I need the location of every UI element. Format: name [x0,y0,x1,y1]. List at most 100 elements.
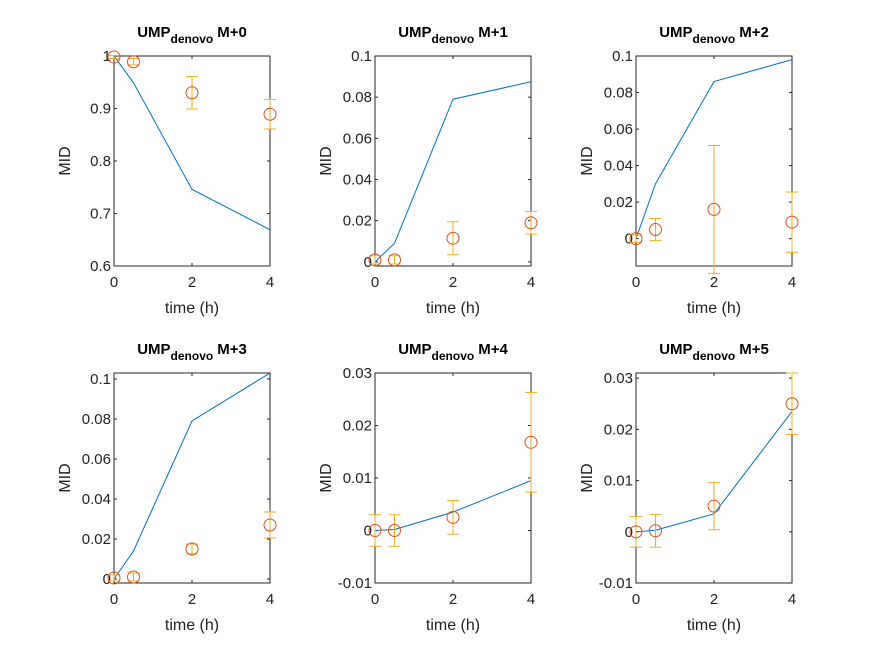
data-point [629,232,643,246]
y-tick-label: 0 [364,523,372,540]
x-tick-label: 2 [710,274,718,291]
data-point [263,518,277,532]
title-subscript: denovo [171,349,214,363]
x-tick-label: 0 [632,274,640,291]
x-tick-label: 0 [632,591,640,608]
x-tick-label: 0 [110,591,118,608]
y-tick-label: 0.6 [90,258,111,275]
y-tick-label: 0.03 [604,370,633,387]
y-tick-label: 0 [625,524,633,541]
y-tick-label: 0.08 [343,89,372,106]
model-line [636,411,792,533]
x-tick-label: 4 [527,591,535,608]
title-main: UMP [659,341,692,358]
title-main: UMP [659,24,692,41]
errorbar-series-4 [368,391,538,547]
title-subscript: denovo [693,349,736,363]
y-tick-label: 0.08 [604,85,633,102]
title-main: UMP [398,24,431,41]
data-point [127,570,140,584]
title-main: UMP [398,341,431,358]
y-tick-label: 0.01 [604,473,633,490]
y-tick-label: 0.02 [343,418,372,435]
panel-title: UMPdenovo M+1 [398,24,508,46]
y-tick-label: 0.1 [351,48,372,65]
y-tick-label: 0.8 [90,153,111,170]
model-line [375,81,531,263]
y-axis-label: MID [318,463,335,492]
y-tick-label: 0.1 [90,371,111,388]
y-tick-label: 0.02 [604,421,633,438]
model-line [114,56,270,231]
y-tick-label: 0.04 [82,491,111,508]
errorbar-series-3 [107,511,277,585]
y-tick-label: 0.02 [343,213,372,230]
panel-title: UMPdenovo M+5 [659,341,769,363]
data-point [127,55,140,69]
data-point [368,524,382,537]
x-tick-label: 2 [188,591,196,608]
title-suffix: M+3 [217,341,247,358]
title-suffix: M+2 [739,24,769,41]
data-point [388,524,401,537]
x-tick-label: 4 [266,274,274,291]
errorbar-series-1 [368,210,538,267]
panel-title: UMPdenovo M+3 [137,341,247,363]
x-tick-label: 4 [266,591,274,608]
y-tick-label: 0.01 [343,470,372,487]
data-point [707,202,721,216]
title-main: UMP [137,24,170,41]
x-tick-label: 2 [449,591,457,608]
y-axis-label: MID [57,146,74,175]
y-axis-label: MID [318,146,335,175]
y-tick-label: 0.9 [90,101,111,118]
model-line [114,373,270,580]
y-tick-label: 0.06 [82,451,111,468]
data-point [446,231,460,245]
x-tick-label: 0 [371,591,379,608]
data-point [524,435,538,449]
x-axis-label: time (h) [426,617,480,634]
title-subscript: denovo [693,32,736,46]
panel-2: 0 2 4 0 0.02 0.04 0.06 0.08 0.1 time (h) MID UMPden… [579,24,796,317]
panel-title: UMPdenovo M+4 [398,341,508,363]
errorbar-series-5 [629,372,799,548]
data-point [785,397,799,411]
x-axis-label: time (h) [687,300,741,317]
data-point [388,253,401,267]
title-subscript: denovo [171,32,214,46]
x-tick-label: 2 [710,591,718,608]
title-suffix: M+5 [739,341,769,358]
panel-1: 0 2 4 0 0.02 0.04 0.06 0.08 0.1 time (h) MID UMPden… [318,24,535,317]
panel-3: 0 2 4 0 0.02 0.04 0.06 0.08 0.1 time (h) MID UMPden… [57,341,274,634]
data-point [446,510,460,524]
y-tick-label: -0.01 [338,575,372,592]
data-point [649,524,662,538]
x-axis-label: time (h) [165,300,219,317]
y-tick-label: 0.06 [343,130,372,147]
data-point [629,525,643,539]
plot-area [636,411,792,533]
y-tick-label: 0 [625,231,633,248]
axes-box [635,372,793,584]
data-point [107,571,121,585]
y-axis-label: MID [579,146,596,175]
x-tick-label: 4 [527,274,535,291]
x-tick-label: 0 [110,274,118,291]
plot-area [375,480,531,531]
plot-area [114,373,270,580]
panel-title: UMPdenovo M+2 [659,24,769,46]
title-subscript: denovo [432,349,475,363]
y-tick-label: 0.06 [604,121,633,138]
title-main: UMP [137,341,170,358]
y-tick-label: 0.08 [82,411,111,428]
panel-title: UMPdenovo M+0 [137,24,247,46]
data-point [368,253,382,267]
panel-0: 0 2 4 0.6 0.7 0.8 0.9 1 time (h) MID UMPdenovo M+0 [57,24,274,317]
x-tick-label: 0 [371,274,379,291]
y-tick-label: 0.04 [604,158,633,175]
plot-area [375,81,531,263]
x-axis-label: time (h) [165,617,219,634]
